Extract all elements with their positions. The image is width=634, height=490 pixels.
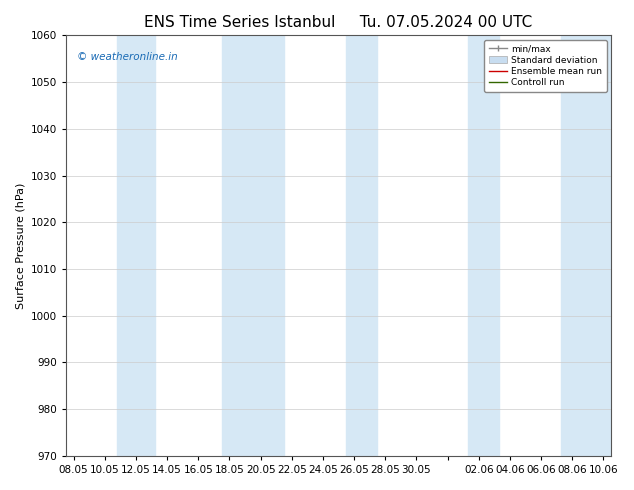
Text: © weatheronline.in: © weatheronline.in xyxy=(77,52,178,62)
Legend: min/max, Standard deviation, Ensemble mean run, Controll run: min/max, Standard deviation, Ensemble me… xyxy=(484,40,607,92)
Bar xyxy=(117,35,155,456)
Bar xyxy=(222,35,253,456)
Bar xyxy=(561,35,593,456)
Title: ENS Time Series Istanbul     Tu. 07.05.2024 00 UTC: ENS Time Series Istanbul Tu. 07.05.2024 … xyxy=(145,15,533,30)
Bar xyxy=(253,35,284,456)
Bar xyxy=(346,35,377,456)
Bar xyxy=(468,35,499,456)
Y-axis label: Surface Pressure (hPa): Surface Pressure (hPa) xyxy=(15,182,25,309)
Bar xyxy=(593,35,624,456)
